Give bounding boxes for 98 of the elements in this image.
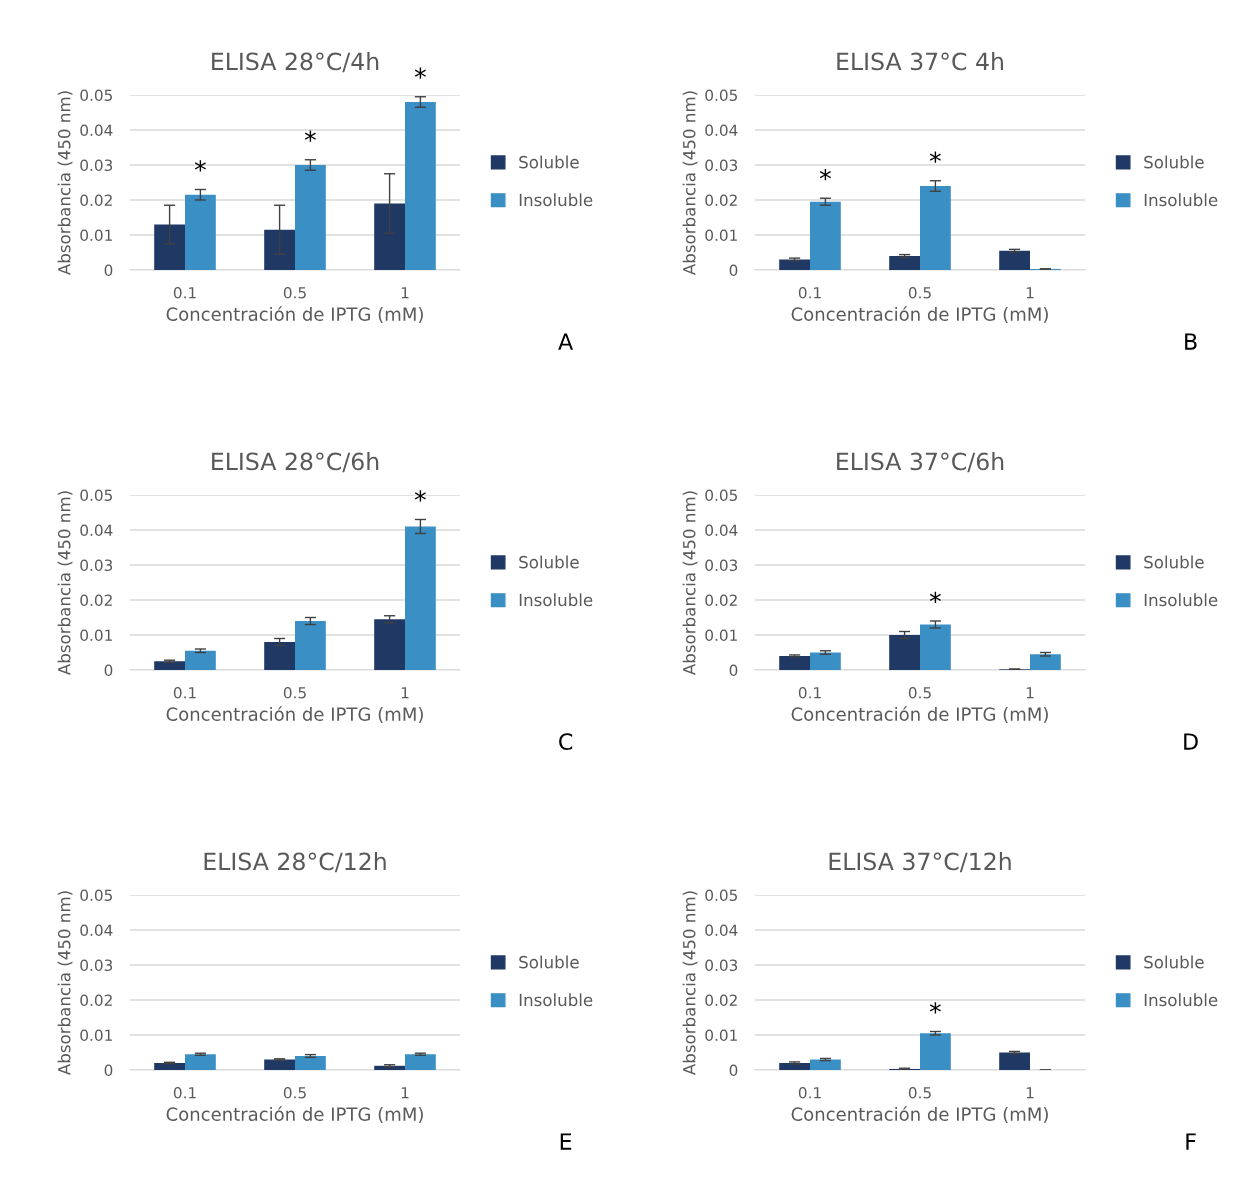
x-axis-title: Concentración de IPTG (mM) bbox=[791, 306, 1048, 324]
x-tick-label: 1 bbox=[401, 1087, 409, 1099]
y-tick-label: 0 bbox=[729, 1064, 738, 1077]
y-tick-label: 0.05 bbox=[705, 889, 737, 902]
legend-label: Soluble bbox=[1144, 955, 1204, 969]
y-tick-label: 0.03 bbox=[80, 559, 113, 572]
y-tick-label: 0.05 bbox=[80, 489, 112, 502]
y-tick-label: 0.03 bbox=[705, 159, 738, 172]
chart-title: ELISA 37°C/6h bbox=[837, 452, 1004, 473]
y-tick-label: 0.02 bbox=[80, 194, 112, 207]
annotation: * bbox=[304, 130, 316, 142]
annotation: * bbox=[819, 168, 831, 181]
y-axis-title: Absorbancia (450 nm) bbox=[57, 891, 73, 1076]
legend-label: Insoluble bbox=[519, 193, 593, 207]
x-tick-label: 0.5 bbox=[908, 286, 931, 299]
y-tick-label: 0.04 bbox=[705, 524, 738, 537]
chart-title: ELISA 28°C/12h bbox=[204, 852, 386, 873]
y-tick-label: 0.03 bbox=[705, 959, 738, 972]
y-tick-label: 0.01 bbox=[705, 229, 737, 242]
legend-label: Insoluble bbox=[1144, 193, 1218, 207]
x-tick-label: 0.5 bbox=[908, 1086, 931, 1099]
text: D bbox=[1184, 733, 1198, 750]
x-tick-label: 0.5 bbox=[283, 1086, 306, 1099]
annotation: * bbox=[929, 151, 941, 163]
x-axis-title: Concentración de IPTG (mM) bbox=[166, 1106, 423, 1124]
y-tick-label: 0.02 bbox=[705, 594, 737, 607]
text: F bbox=[1186, 1133, 1196, 1150]
y-tick-label: 0.01 bbox=[80, 1029, 112, 1042]
x-tick-label: 1 bbox=[401, 687, 409, 699]
annotation: * bbox=[929, 591, 941, 604]
y-tick-label: 0 bbox=[104, 1064, 113, 1077]
x-axis-title: Concentración de IPTG (mM) bbox=[791, 1106, 1048, 1124]
legend-label: Insoluble bbox=[1144, 593, 1218, 607]
legend-label: Insoluble bbox=[519, 593, 593, 607]
y-tick-label: 0.02 bbox=[80, 994, 112, 1007]
y-tick-label: 0 bbox=[104, 664, 113, 677]
y-tick-label: 0.03 bbox=[80, 159, 113, 172]
y-tick-label: 0.04 bbox=[705, 124, 738, 137]
x-tick-label: 1 bbox=[401, 287, 409, 299]
y-tick-label: 0.02 bbox=[705, 194, 737, 207]
x-tick-label: 0.5 bbox=[283, 686, 306, 699]
x-axis-title: Concentración de IPTG (mM) bbox=[166, 306, 423, 324]
y-axis-title: Absorbancia (450 nm) bbox=[682, 891, 698, 1076]
y-tick-label: 0.02 bbox=[80, 594, 112, 607]
x-tick-label: 0.1 bbox=[173, 686, 196, 699]
y-tick-label: 0.01 bbox=[705, 1029, 737, 1042]
x-tick-label: 0.1 bbox=[798, 286, 821, 299]
y-tick-label: 0.04 bbox=[80, 124, 113, 137]
x-tick-label: 0.5 bbox=[908, 686, 931, 699]
chart-title: ELISA 28°C/4h bbox=[212, 52, 379, 73]
y-tick-label: 0.03 bbox=[705, 559, 738, 572]
annotation: * bbox=[414, 490, 426, 502]
legend-label: Soluble bbox=[1144, 155, 1204, 169]
x-axis-title: Concentración de IPTG (mM) bbox=[791, 706, 1048, 724]
text: A bbox=[558, 333, 574, 350]
x-tick-label: 1 bbox=[1026, 687, 1034, 699]
text: B bbox=[1185, 333, 1197, 350]
legend-label: Soluble bbox=[1144, 555, 1204, 569]
y-axis-title: Absorbancia (450 nm) bbox=[682, 91, 698, 276]
text: E bbox=[560, 1133, 572, 1150]
y-tick-label: 0.05 bbox=[705, 89, 737, 102]
y-tick-label: 0.05 bbox=[80, 889, 112, 902]
annotation: * bbox=[414, 67, 426, 79]
x-tick-label: 0.1 bbox=[173, 286, 196, 299]
y-tick-label: 0.05 bbox=[705, 489, 737, 502]
x-axis-title: Concentración de IPTG (mM) bbox=[166, 706, 423, 724]
x-tick-label: 0.1 bbox=[798, 1086, 821, 1099]
y-tick-label: 0 bbox=[729, 664, 738, 677]
annotation: * bbox=[929, 1002, 941, 1014]
x-tick-label: 0.5 bbox=[283, 286, 306, 299]
y-tick-label: 0 bbox=[729, 264, 738, 277]
annotation: * bbox=[194, 160, 206, 172]
chart-title: ELISA 28°C/6h bbox=[212, 452, 379, 473]
x-tick-label: 1 bbox=[1026, 287, 1034, 299]
y-tick-label: 0.01 bbox=[80, 229, 112, 242]
y-axis-title: Absorbancia (450 nm) bbox=[57, 491, 73, 676]
y-axis-title: Absorbancia (450 nm) bbox=[682, 491, 698, 676]
y-tick-label: 0.04 bbox=[80, 924, 113, 937]
y-axis-title: Absorbancia (450 nm) bbox=[57, 91, 73, 276]
legend-label: Insoluble bbox=[519, 993, 593, 1007]
y-tick-label: 0.01 bbox=[705, 629, 737, 642]
x-tick-label: 0.1 bbox=[798, 686, 821, 699]
x-tick-label: 0.1 bbox=[173, 1086, 196, 1099]
y-tick-label: 0.01 bbox=[80, 629, 112, 642]
text: C bbox=[559, 733, 573, 750]
y-tick-label: 0.04 bbox=[80, 524, 113, 537]
legend-label: Insoluble bbox=[1144, 993, 1218, 1007]
legend-label: Soluble bbox=[519, 955, 579, 969]
y-tick-label: 0 bbox=[104, 264, 113, 277]
chart-title: ELISA 37°C/12h bbox=[829, 852, 1011, 873]
legend-label: Soluble bbox=[519, 555, 579, 569]
y-tick-label: 0.02 bbox=[705, 994, 737, 1007]
y-tick-label: 0.03 bbox=[80, 959, 113, 972]
y-tick-label: 0.05 bbox=[80, 89, 112, 102]
y-tick-label: 0.04 bbox=[705, 924, 738, 937]
chart-title: ELISA 37°C 4h bbox=[837, 52, 1003, 71]
x-tick-label: 1 bbox=[1026, 1087, 1034, 1099]
legend-label: Soluble bbox=[519, 155, 579, 169]
